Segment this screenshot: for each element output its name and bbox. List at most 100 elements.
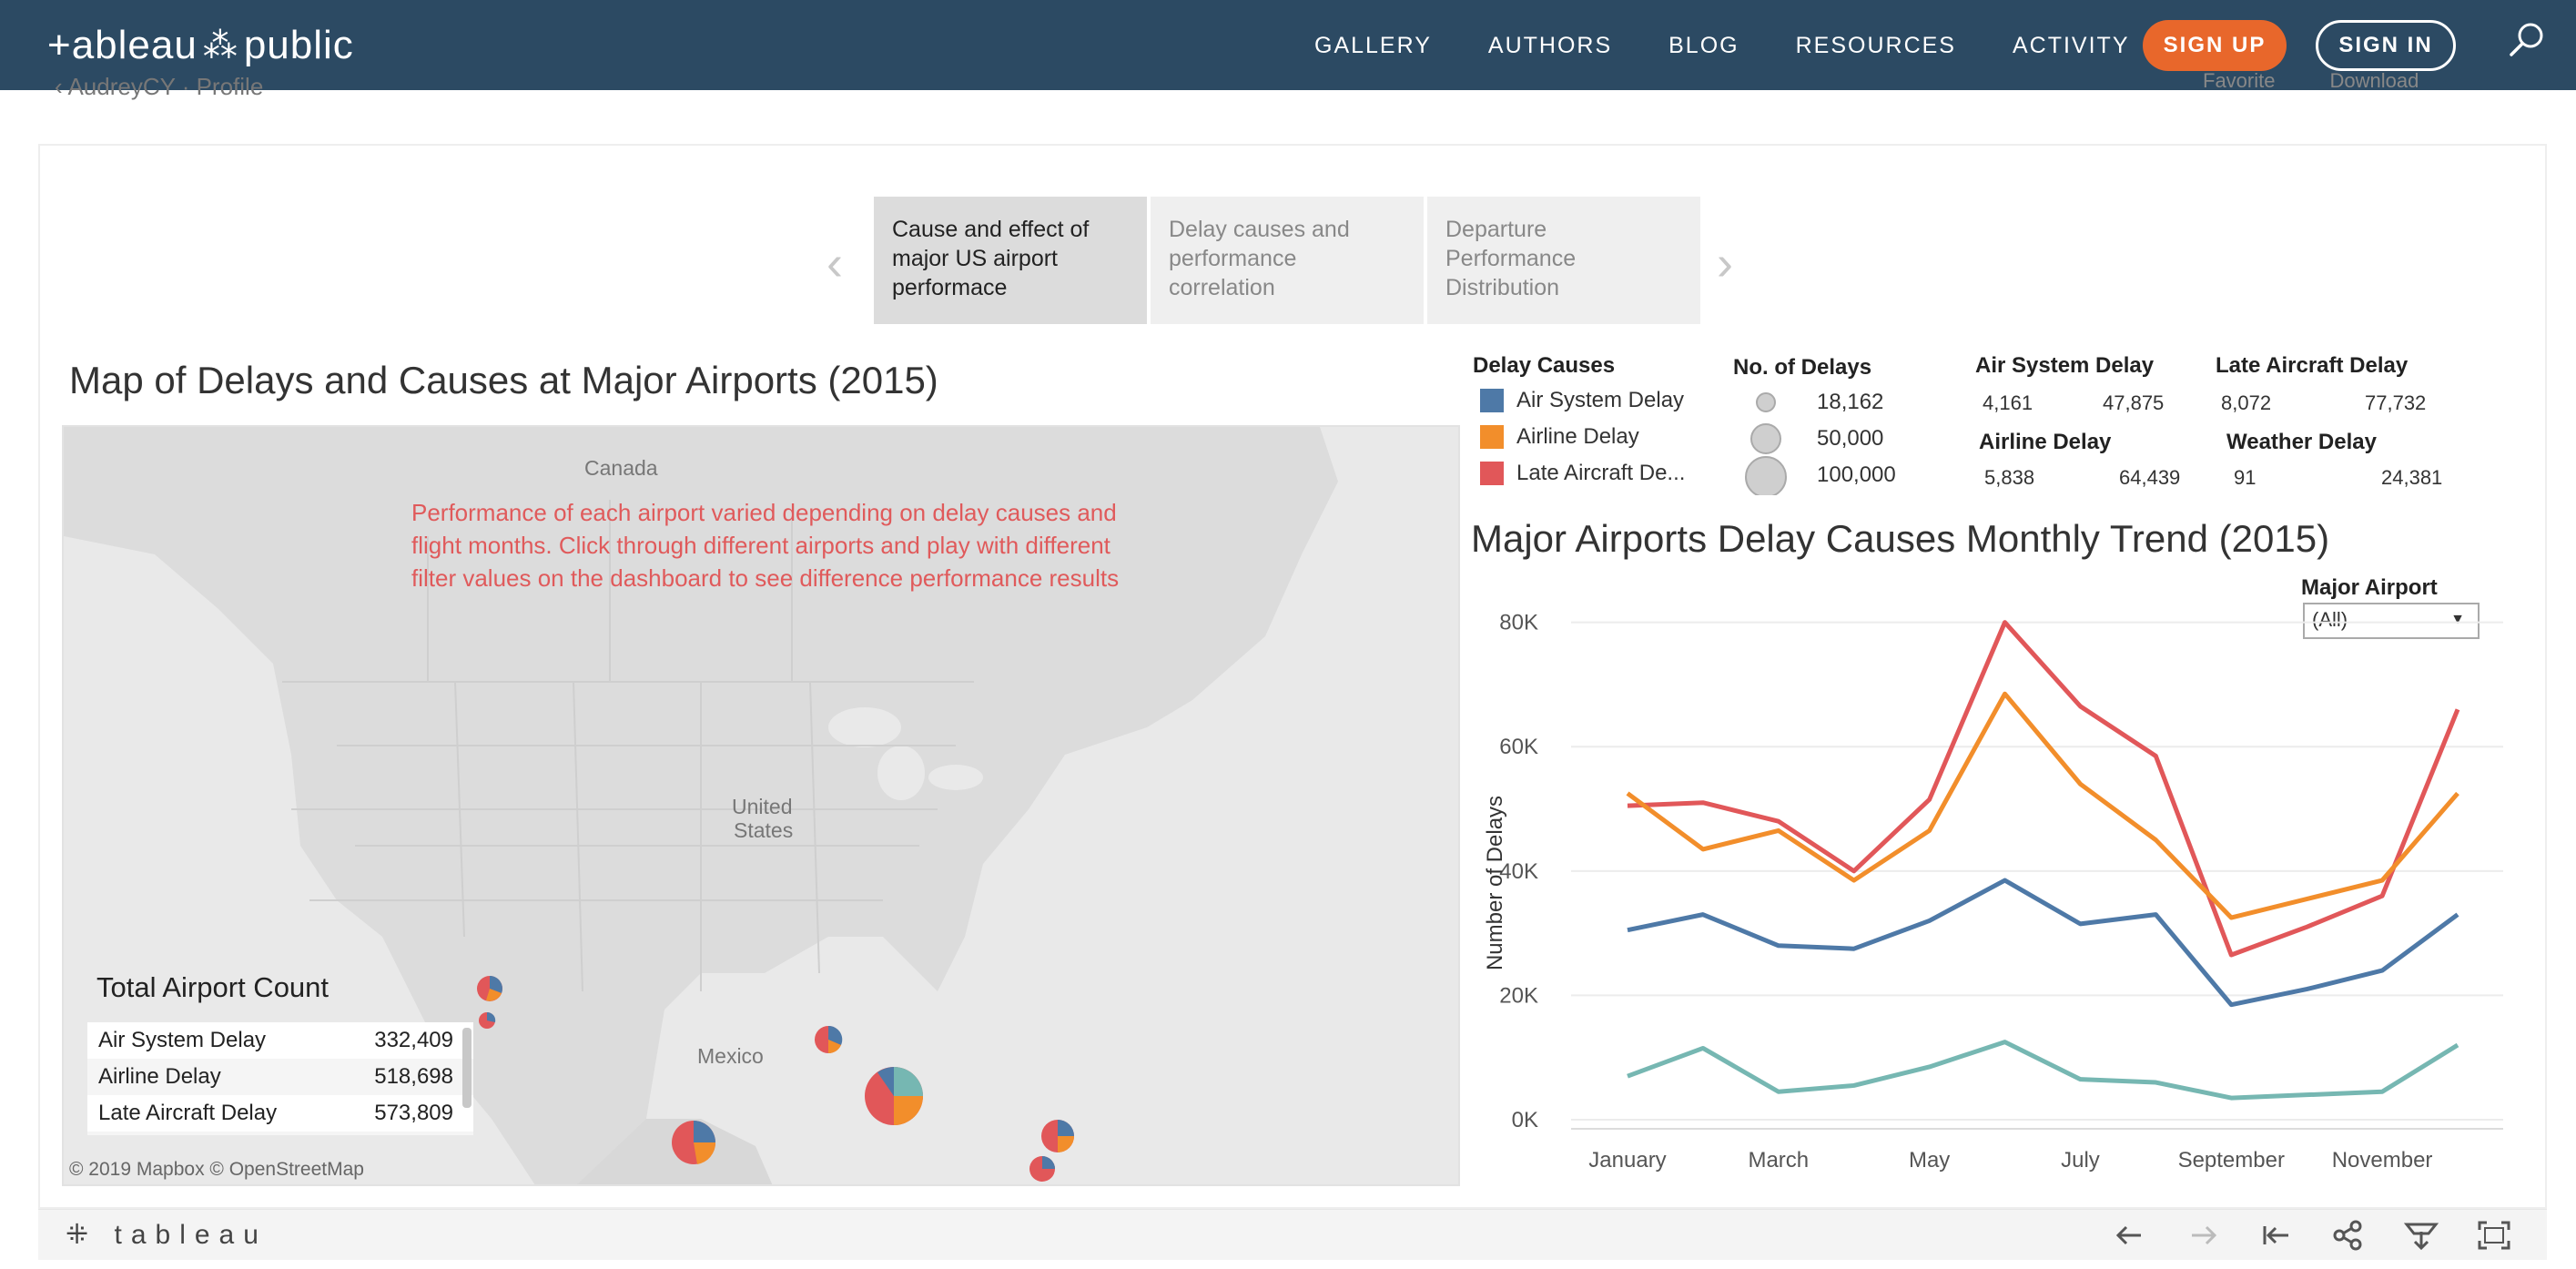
delay-map[interactable]: Canada United States Mexico Performance … [62,425,1460,1186]
total-airport-count-title: Total Airport Count [96,971,330,1003]
fullscreen-icon[interactable] [2476,1219,2512,1252]
dropdown-value: (All) [2312,608,2348,631]
airline-delay-stat-title: Airline Delay [1979,430,2112,454]
series-line-airline-delay[interactable] [1626,691,2459,920]
nav-gallery[interactable]: GALLERY [1314,33,1432,58]
story-prev-icon[interactable]: ‹ [827,236,843,290]
row-name: Late Aircraft Delay [98,1101,278,1125]
top-navigation: +ableau ⁂ public GALLERY AUTHORS BLOG RE… [0,0,2576,90]
map-label-mexico: Mexico [697,1044,764,1068]
nav-activity[interactable]: ACTIVITY [2012,33,2130,58]
x-axis-ticks: January March May July September November [1588,1148,2432,1173]
chart-grid [1571,621,2503,1130]
map-label-states: States [734,818,794,842]
delay-count-large: 100,000 [1817,462,1896,487]
trend-chart-title: Major Airports Delay Causes Monthly Tren… [1471,517,2330,560]
table-row: Late Aircraft Delay 573,809 [87,1095,473,1132]
no-of-delays-title: No. of Delays [1733,355,1872,380]
map-label-united: United [732,795,793,818]
map-label-canada: Canada [584,456,658,480]
late-aircraft-max: 77,732 [2365,391,2427,414]
story-next-icon[interactable]: › [1717,236,1733,290]
y-tick-label: 20K [1499,983,1538,1008]
x-tick-label: September [2178,1148,2285,1173]
table-row: Weather Delay64,716 [87,1132,473,1135]
x-tick-label: January [1588,1148,1666,1173]
story-point-3[interactable]: Departure Performance Distribution [1427,197,1700,324]
airline-max: 64,439 [2119,466,2181,489]
series-line-weather-delay[interactable] [1627,1040,2459,1101]
share-icon[interactable] [2330,1219,2367,1252]
air-system-max: 47,875 [2103,391,2165,414]
series-line-air-system-delay[interactable] [1627,878,2459,1008]
delay-count-small: 18,162 [1817,390,1884,414]
logo-suffix: public [243,23,354,67]
legend-item-late-aircraft[interactable]: Late Aircraft De... [1480,461,1685,486]
download-button[interactable]: Download [2329,69,2419,92]
delay-count-medium: 50,000 [1817,426,1884,451]
sign-in-button[interactable]: SIGN IN [2316,20,2456,71]
delay-causes-legend-title: Delay Causes [1473,353,1616,378]
trend-line-chart[interactable]: 0K 20K 40K 60K 80K January March May July Septem… [1471,574,2509,1202]
story-point-1[interactable]: Cause and effect of major US airport per… [874,197,1147,324]
map-copyright: © 2019 Mapbox © OpenStreetMap [69,1159,364,1180]
major-airport-filter-label: Major Airport [2301,575,2438,600]
weather-min: 91 [2234,466,2257,489]
x-tick-label: July [2061,1148,2100,1173]
tableau-public-logo[interactable]: +ableau ⁂ public [47,18,354,73]
sign-up-button[interactable]: SIGN UP [2143,20,2287,71]
legend-item-airline[interactable]: Airline Delay [1480,424,1639,450]
redo-icon[interactable] [2185,1219,2221,1252]
legend-label: Airline Delay [1516,424,1639,449]
caret-down-icon: ▼ [2450,612,2465,627]
size-legend-circles [1745,392,1787,495]
swatch-red [1480,462,1504,485]
airport-pies[interactable] [470,976,1074,1186]
map-annotation: Performance of each airport varied depen… [411,499,1120,592]
x-tick-label: May [1909,1148,1950,1173]
nav-blog[interactable]: BLOG [1668,33,1739,58]
nav-authors[interactable]: AUTHORS [1487,33,1613,58]
row-value: 573,809 [374,1101,453,1125]
swatch-orange [1480,425,1504,449]
map-title: Map of Delays and Causes at Major Airpor… [69,359,938,401]
x-tick-label: November [2332,1148,2433,1173]
y-tick-label: 40K [1499,859,1538,884]
row-name: Air System Delay [98,1028,267,1052]
row-value: 332,409 [374,1028,453,1052]
air-system-min: 4,161 [1983,391,2033,414]
legend-item-air-system[interactable]: Air System Delay [1480,388,1684,413]
story-point-2[interactable]: Delay causes and performance correlation [1151,197,1424,324]
row-name: Airline Delay [98,1064,221,1089]
y-tick-label: 60K [1499,735,1538,759]
major-airport-dropdown[interactable]: (All) ▼ [2303,603,2480,639]
x-tick-label: March [1748,1148,1809,1173]
logo-text: +ableau [47,23,198,67]
toolbar-logo-text: tableau [114,1220,268,1250]
chart-series[interactable] [1626,620,2460,1101]
y-axis-ticks: 0K 20K 40K 60K 80K [1499,611,1538,1132]
favorite-download-row: Favorite Download [2203,69,2419,93]
download-icon[interactable] [2403,1219,2439,1252]
nav-resources[interactable]: RESOURCES [1795,33,1956,58]
search-icon[interactable] [2507,20,2547,60]
legend-label: Late Aircraft De... [1516,461,1686,485]
airline-min: 5,838 [1984,466,2035,489]
tableau-footer-logo[interactable]: ⁜ tableau [66,1220,268,1250]
revert-icon[interactable] [2257,1219,2294,1252]
undo-icon[interactable] [2112,1219,2148,1252]
table-scrollbar[interactable] [462,1028,472,1108]
air-system-delay-stat-title: Air System Delay [1975,353,2155,378]
late-aircraft-min: 8,072 [2221,391,2272,414]
y-axis-label: Number of Delays [1483,796,1507,970]
total-airport-count-table[interactable]: Air System Delay 332,409 Airline Delay 518… [87,1022,473,1135]
late-aircraft-stat-title: Late Aircraft Delay [2216,353,2409,378]
table-row: Airline Delay 518,698 [87,1059,473,1095]
series-line-late-aircraft-delay[interactable] [1627,620,2460,958]
y-tick-label: 0K [1512,1108,1538,1132]
swatch-blue [1480,389,1504,412]
back-to-profile-link[interactable]: ‹ AudreyCY · Profile [55,73,264,100]
nav-links: GALLERY AUTHORS BLOG RESOURCES ACTIVITY [1314,27,2186,64]
weather-max: 24,381 [2381,466,2443,489]
favorite-button[interactable]: Favorite [2203,69,2276,92]
